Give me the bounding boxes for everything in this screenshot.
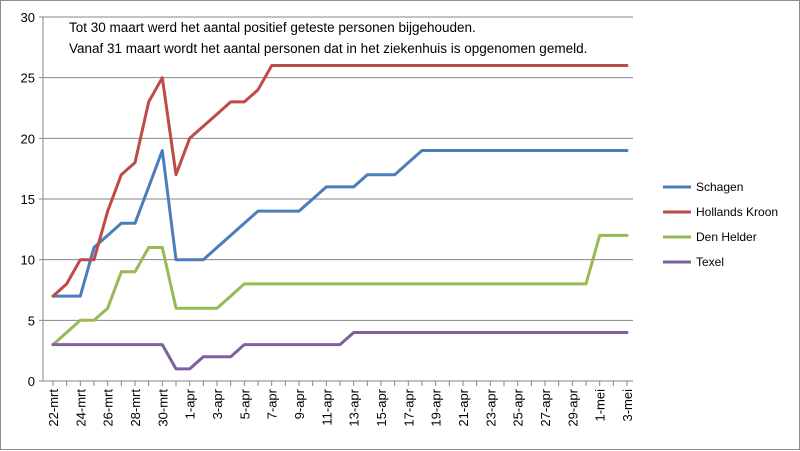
x-tick-label: 29-apr (565, 388, 580, 426)
x-tick-labels: 22-mrt 24-mrt 26-mrt 28-mrt 30-mrt 1-apr 3-apr… (46, 388, 635, 426)
series-line-den-helder (51, 233, 629, 347)
y-tick-label: 10 (21, 253, 35, 268)
y-tick-label: 5 (28, 313, 35, 328)
y-tick-label: 15 (21, 192, 35, 207)
x-tick-label: 5-apr (237, 388, 252, 419)
series-lines (51, 64, 629, 371)
legend-label-den-helder: Den Helder (696, 230, 757, 244)
x-tick-label: 19-apr (429, 388, 444, 426)
y-tick-labels: 0 5 10 15 20 25 30 (21, 10, 35, 389)
legend-label-texel: Texel (696, 255, 724, 269)
series-line-texel (51, 331, 629, 371)
x-tick-label: 22-mrt (46, 389, 61, 427)
x-tick-label: 7-apr (265, 388, 280, 419)
x-tick-label: 1-apr (183, 388, 198, 419)
series-line-schagen (51, 149, 629, 298)
x-tick-label: 25-apr (511, 388, 526, 426)
x-tick-label: 23-apr (483, 388, 498, 426)
x-tick-label: 13-apr (347, 388, 362, 426)
annotation-line-1: Tot 30 maart werd het aantal positief ge… (69, 20, 476, 35)
x-tick-label: 11-apr (319, 388, 334, 425)
axes (39, 16, 633, 386)
series-line-hollands-kroon (51, 64, 629, 298)
annotation-line-2: Vanaf 31 maart wordt het aantal personen… (69, 41, 587, 56)
legend-label-hollands-kroon: Hollands Kroon (696, 205, 778, 219)
x-tick-label: 26-mrt (101, 389, 116, 427)
legend-label-schagen: Schagen (696, 180, 743, 194)
x-tick-label: 30-mrt (155, 389, 170, 427)
y-tick-label: 30 (21, 10, 35, 25)
x-tick-label: 3-mei (620, 389, 635, 422)
x-tick-label: 21-apr (456, 388, 471, 426)
y-tick-label: 20 (21, 131, 35, 146)
x-tick-label: 15-apr (374, 388, 389, 426)
y-tick-label: 25 (21, 71, 35, 86)
x-tick-label: 3-apr (210, 388, 225, 419)
x-tick-label: 24-mrt (73, 389, 88, 427)
legend: Schagen Hollands Kroon Den Helder Texel (663, 180, 778, 269)
x-tick-label: 17-apr (401, 388, 416, 426)
y-tick-label: 0 (28, 374, 35, 389)
x-tick-label: 1-mei (593, 389, 608, 422)
annotation: Tot 30 maart werd het aantal positief ge… (69, 20, 587, 56)
x-tick-label: 28-mrt (128, 389, 143, 427)
x-tick-label: 27-apr (538, 388, 553, 426)
x-tick-label: 9-apr (292, 388, 307, 419)
grid-lines (43, 16, 633, 321)
